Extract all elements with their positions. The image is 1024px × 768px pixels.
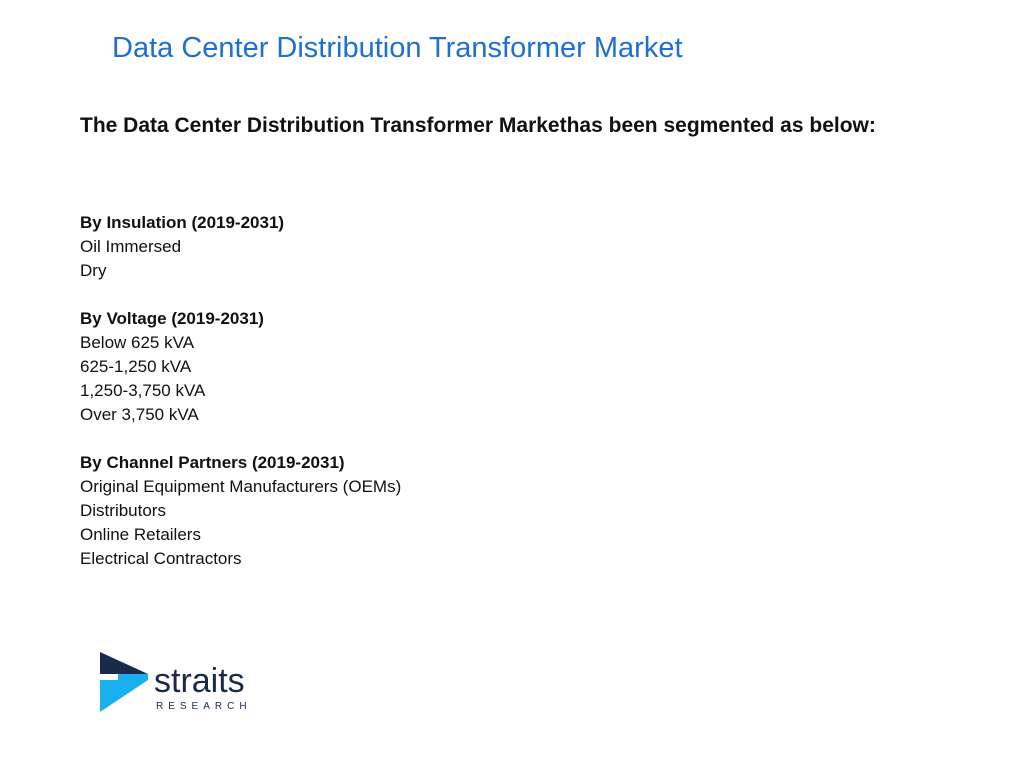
logo-name: straits <box>154 662 245 700</box>
segment-item: Oil Immersed <box>80 237 182 256</box>
segment-title: By Insulation (2019-2031) <box>80 213 285 232</box>
segment-item: Original Equipment Manufacturers (OEMs) <box>80 477 402 496</box>
segment-item: Electrical Contractors <box>80 549 242 568</box>
segment-item: 625-1,250 kVA <box>80 357 192 376</box>
logo-shape <box>100 680 148 712</box>
segment-item: Below 625 kVA <box>80 333 195 352</box>
logo-shape <box>118 674 148 680</box>
logo: straits RESEARCH <box>100 652 252 712</box>
logo-shape <box>100 652 148 674</box>
segment: By Insulation (2019-2031) Oil Immersed Dry <box>80 211 401 283</box>
segment-item: 1,250-3,750 kVA <box>80 381 206 400</box>
title: Data Center Distribution Transformer Mar… <box>112 32 683 64</box>
segment-title: By Voltage (2019-2031) <box>80 309 264 328</box>
segment-item: Dry <box>80 261 107 280</box>
segment-item: Over 3,750 kVA <box>80 405 199 424</box>
segment-list: By Insulation (2019-2031) Oil Immersed Dry… <box>80 211 401 595</box>
subtitle: The Data Center Distribution Transformer… <box>80 114 876 137</box>
segment-item: Distributors <box>80 501 166 520</box>
segment: By Channel Partners (2019-2031) Original … <box>80 451 401 571</box>
logo-tagline: RESEARCH <box>156 701 252 712</box>
segment-title: By Channel Partners (2019-2031) <box>80 453 345 472</box>
segment: By Voltage (2019-2031) Below 625 kVA 625-1… <box>80 307 401 427</box>
segment-item: Online Retailers <box>80 525 201 544</box>
